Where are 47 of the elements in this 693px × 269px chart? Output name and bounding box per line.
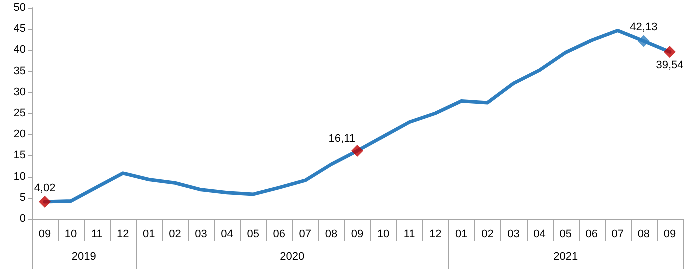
- x-tick-label: 04: [221, 228, 234, 240]
- point: [638, 35, 650, 48]
- x-tick-label: 11: [91, 228, 103, 240]
- x-tick-label: 06: [586, 228, 598, 240]
- x-tick-label: 11: [404, 228, 416, 240]
- x-tick-label: 03: [508, 228, 520, 240]
- y-tick-label: 15: [14, 150, 26, 162]
- x-tick-label: 09: [351, 228, 364, 240]
- y-tick-label: 30: [14, 86, 26, 98]
- x-tick-label: 05: [247, 228, 260, 240]
- x-tick-label: 10: [64, 228, 78, 240]
- x-tick-label: 10: [377, 228, 390, 240]
- x-tick-label: 01: [143, 228, 156, 240]
- x-tick-label: 03: [195, 228, 208, 240]
- data-label: 42,13: [630, 22, 658, 34]
- data-label: 39,54: [656, 60, 684, 72]
- x-tick-label: 05: [560, 228, 572, 240]
- x-tick-label: 06: [273, 228, 286, 240]
- y-tick-label: 45: [14, 23, 26, 36]
- text: 2021: [554, 251, 578, 263]
- point: [39, 196, 52, 208]
- x-tick-label: 01: [456, 228, 468, 240]
- y-tick-label: 25: [14, 108, 26, 120]
- data-label: 4,02: [34, 182, 56, 195]
- x-tick-label: 12: [117, 228, 130, 240]
- x-tick-label: 08: [325, 228, 338, 240]
- x-tick-label: 07: [299, 228, 312, 240]
- y-tick-label: 35: [14, 65, 26, 78]
- x-tick-label: 09: [664, 228, 676, 240]
- x-tick-label: 08: [638, 228, 650, 240]
- x-tick-label: 12: [429, 228, 442, 240]
- x-tick-label: 04: [534, 228, 546, 240]
- y-tick-label: 40: [14, 44, 26, 56]
- y-tick-label: 0: [20, 213, 26, 225]
- point: [664, 46, 676, 58]
- text: 2019: [72, 251, 96, 263]
- y-tick-label: 10: [14, 170, 26, 183]
- y-tick-label: 20: [14, 128, 26, 141]
- data-label: 16,11: [328, 133, 356, 146]
- x-tick-label: 09: [38, 228, 52, 240]
- y-tick-label: 50: [14, 2, 26, 14]
- x-tick-label: 02: [169, 228, 182, 240]
- point: [352, 145, 364, 158]
- x-tick-label: 07: [612, 228, 624, 240]
- text: 2020: [280, 251, 305, 263]
- x-tick-label: 02: [482, 228, 494, 240]
- y-tick-label: 5: [20, 192, 26, 204]
